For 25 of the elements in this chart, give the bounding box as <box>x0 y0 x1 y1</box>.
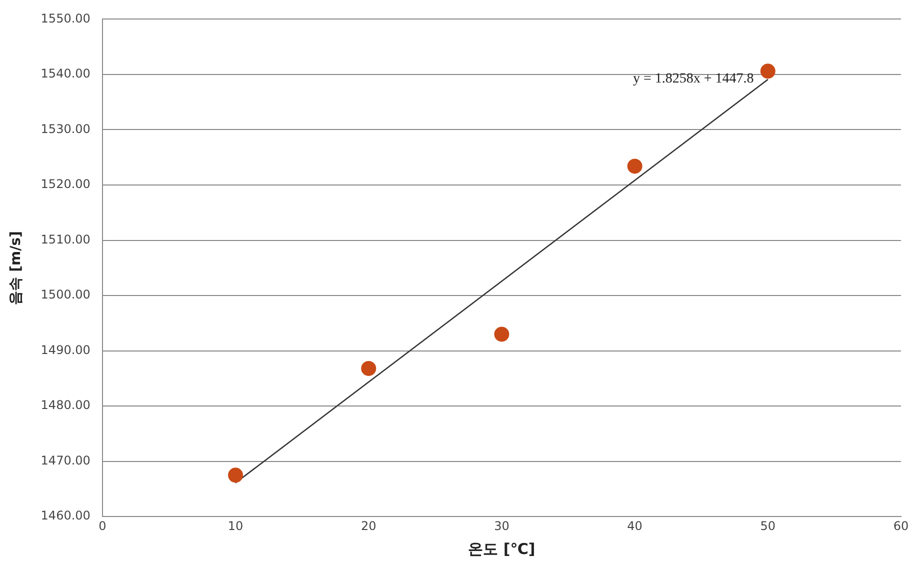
point <box>361 360 376 376</box>
y-tick-label: 1510.00 <box>40 232 90 246</box>
y-tick-label: 1480.00 <box>40 398 90 412</box>
y-axis-title: 음속 [m/s] <box>8 231 24 305</box>
x-axis-title: 온도 [℃] <box>468 540 536 558</box>
y-tick-label: 1460.00 <box>40 508 90 523</box>
annotation: y = 1.8258x + 1447.8 <box>632 72 754 87</box>
y-tick-label: 1500.00 <box>40 288 90 302</box>
x-tick-label: 20 <box>360 518 376 533</box>
point <box>627 158 642 174</box>
x-tick-label: 0 <box>98 518 106 533</box>
point <box>760 64 776 79</box>
y-tick-label: 1540.00 <box>40 66 90 81</box>
x-tick-label: 60 <box>893 518 909 533</box>
x-tick-label: 10 <box>228 518 244 533</box>
y-tick-label: 1530.00 <box>40 122 90 136</box>
point <box>228 468 244 483</box>
x-tick-label: 50 <box>760 518 776 533</box>
point <box>494 326 510 342</box>
x-tick-label: 40 <box>627 518 642 533</box>
y-tick-label: 1470.00 <box>40 453 90 468</box>
y-tick-label: 1520.00 <box>40 177 90 192</box>
y-tick-label: 1550.00 <box>40 11 90 26</box>
x-tick-label: 30 <box>494 518 510 533</box>
y-tick-label: 1490.00 <box>40 342 90 357</box>
